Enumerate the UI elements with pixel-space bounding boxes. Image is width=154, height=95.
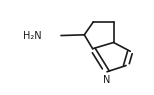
Text: H₂N: H₂N <box>23 30 41 41</box>
Text: N: N <box>103 75 111 85</box>
